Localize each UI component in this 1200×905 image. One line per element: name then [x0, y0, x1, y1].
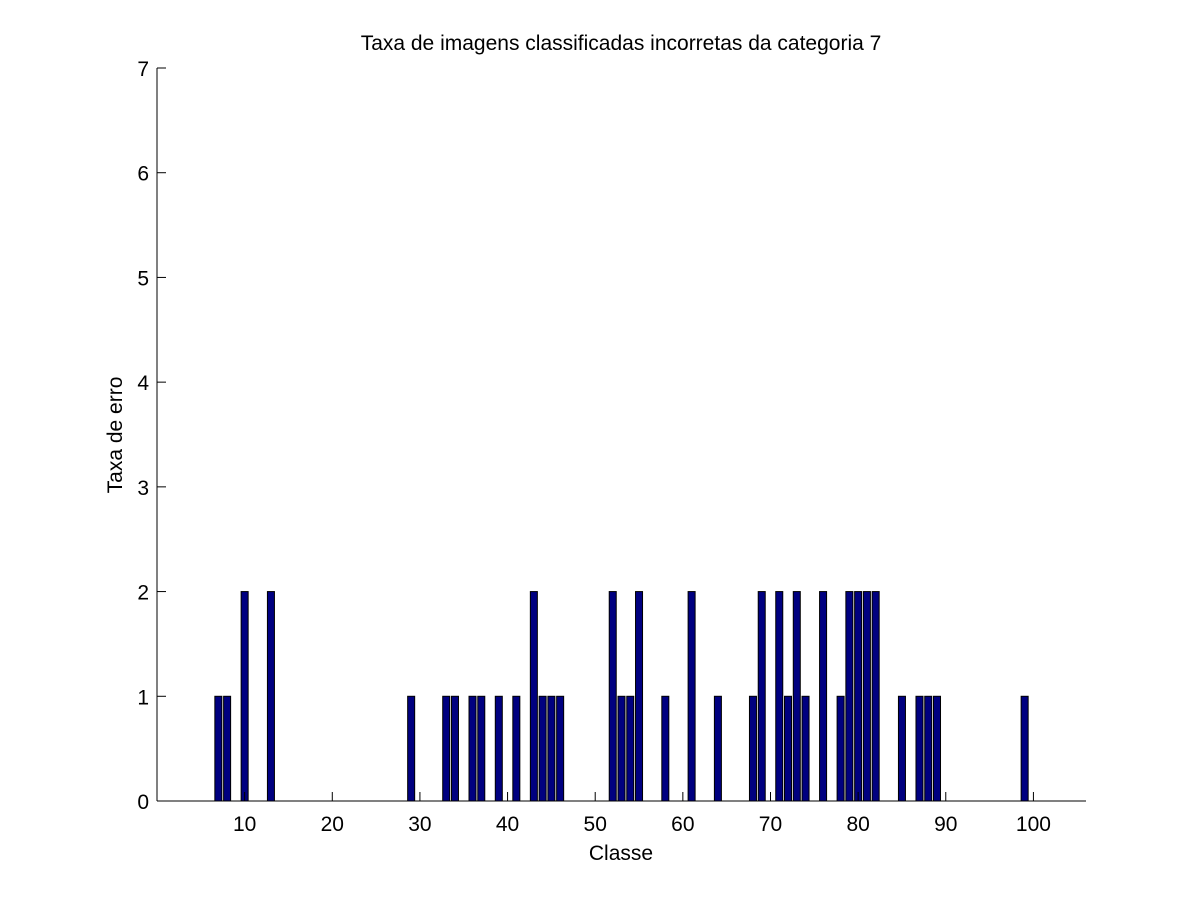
bar-class-82 [871, 591, 880, 802]
x-ticks-group: 10 20 30 40 50 60 70 80 90 100 [233, 792, 1051, 836]
bar-class-89 [933, 695, 942, 802]
bar-class-53 [617, 695, 626, 802]
bar-class-54 [626, 695, 635, 802]
bar-class-52 [608, 591, 617, 802]
bar-class-88 [924, 695, 933, 802]
y-tick-label: 0 [137, 791, 149, 814]
bar-class-78 [836, 695, 845, 802]
bar-class-43 [529, 591, 538, 802]
bar-class-64 [713, 695, 722, 802]
bar-class-46 [556, 695, 565, 802]
y-tick-label: 6 [137, 163, 149, 186]
bar-class-69 [757, 591, 766, 802]
bars-group [214, 591, 1029, 802]
x-tick-label: 70 [759, 813, 782, 836]
bar-class-10 [240, 591, 249, 802]
y-tick-label: 7 [137, 58, 149, 81]
bar-class-87 [915, 695, 924, 802]
y-tick-label: 3 [137, 477, 149, 500]
x-tick-label: 50 [584, 813, 607, 836]
bar-class-37 [477, 695, 486, 802]
x-tick-label: 10 [233, 813, 256, 836]
y-tick-label: 4 [137, 372, 149, 395]
bar-class-80 [854, 591, 863, 802]
bar-class-45 [547, 695, 556, 802]
bar-class-79 [845, 591, 854, 802]
bar-class-13 [266, 591, 275, 802]
bar-class-71 [775, 591, 784, 802]
axes-group [156, 68, 1086, 802]
x-tick-label: 100 [1016, 813, 1051, 836]
bar-class-41 [512, 695, 521, 802]
bar-class-68 [748, 695, 757, 802]
x-tick-label: 30 [408, 813, 431, 836]
bar-class-58 [661, 695, 670, 802]
bar-class-76 [819, 591, 828, 802]
y-ticks-group: 0 1 2 3 4 5 6 7 [137, 58, 166, 814]
bar-class-8 [223, 695, 232, 802]
bar-class-73 [792, 591, 801, 802]
bar-class-74 [801, 695, 810, 802]
bar-class-99 [1020, 695, 1029, 802]
x-tick-label: 20 [321, 813, 344, 836]
x-axis-label: Classe [589, 842, 653, 865]
y-tick-label: 5 [137, 267, 149, 290]
bar-class-36 [468, 695, 477, 802]
x-tick-label: 40 [496, 813, 519, 836]
bar-class-81 [862, 591, 871, 802]
bar-class-7 [214, 695, 223, 802]
x-tick-label: 90 [934, 813, 957, 836]
y-tick-label: 1 [137, 686, 149, 709]
bar-class-29 [407, 695, 416, 802]
chart-title: Taxa de imagens classificadas incorretas… [361, 32, 882, 55]
x-tick-label: 60 [671, 813, 694, 836]
y-axis-label: Taxa de erro [104, 377, 127, 494]
bar-class-33 [442, 695, 451, 802]
bar-class-85 [897, 695, 906, 802]
bar-class-55 [635, 591, 644, 802]
x-tick-label: 80 [846, 813, 869, 836]
bar-class-61 [687, 591, 696, 802]
bar-class-72 [784, 695, 793, 802]
bar-class-39 [494, 695, 503, 802]
y-tick-label: 2 [137, 582, 149, 605]
bar-class-34 [450, 695, 459, 802]
bar-class-44 [538, 695, 547, 802]
